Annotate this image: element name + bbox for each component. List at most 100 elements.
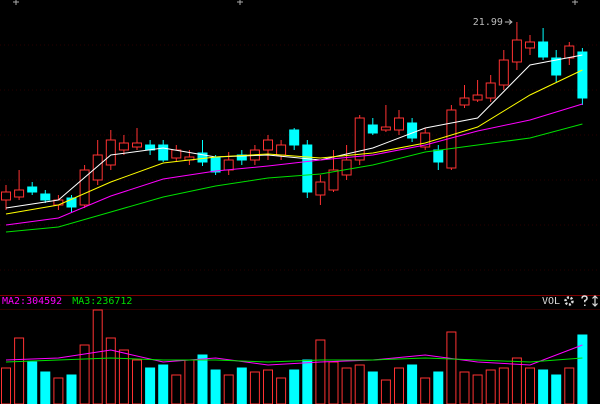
volume-bar	[197, 354, 208, 404]
gear-icon[interactable]	[564, 296, 574, 306]
volume-ma-line	[5, 357, 583, 363]
volume-bar	[27, 361, 38, 404]
candle-body	[210, 157, 221, 173]
volume-bar	[354, 364, 365, 404]
volume-bar	[210, 369, 221, 404]
volume-bar	[223, 374, 234, 404]
volume-bar	[577, 334, 588, 404]
candle-body	[525, 41, 535, 49]
gear	[564, 296, 574, 306]
candle-body	[577, 51, 588, 99]
volume-bar	[498, 367, 509, 404]
volume-bar	[249, 371, 260, 404]
resize-icon[interactable]	[592, 295, 598, 307]
volume-bar	[328, 361, 339, 404]
candle-body	[315, 181, 326, 196]
volume-bar	[302, 359, 313, 404]
volume-bar	[446, 331, 457, 404]
high-arrow	[504, 19, 513, 25]
high-label: 21.99	[473, 17, 503, 28]
volume-bar	[341, 367, 352, 404]
volume-bar	[407, 364, 418, 404]
candle-body	[498, 59, 509, 86]
vol-label: VOL	[542, 296, 560, 307]
ma-line	[5, 123, 583, 233]
volume-bar	[236, 367, 247, 404]
volume-bar	[171, 374, 182, 404]
candle-body	[433, 149, 444, 163]
volume-bar	[1, 367, 11, 404]
candle-body	[118, 142, 129, 151]
volume-bar	[79, 344, 90, 404]
volume-bar	[394, 367, 404, 404]
candle-body	[132, 142, 142, 148]
volume-bar	[315, 339, 326, 404]
volume-bar	[276, 377, 287, 404]
candle-body	[459, 97, 470, 106]
candle-body	[158, 144, 169, 161]
volume-bar	[380, 379, 391, 404]
volume-bar	[564, 367, 575, 404]
volume-bar	[263, 369, 273, 404]
volume-bar	[511, 357, 522, 404]
candle-body	[367, 124, 378, 134]
candle-body	[564, 45, 575, 59]
cross-mark	[13, 0, 578, 5]
candle-body	[511, 39, 522, 63]
candle-body	[105, 139, 116, 166]
candle-body	[472, 94, 483, 101]
volume-bar	[40, 371, 51, 404]
volume-bar	[459, 371, 470, 404]
volume-bars	[1, 309, 588, 404]
volume-bar	[433, 371, 444, 404]
gear-hole	[567, 299, 571, 303]
candle-body	[302, 144, 313, 193]
candle-body	[40, 193, 51, 201]
candle-body	[341, 159, 352, 176]
volume-bar	[538, 369, 549, 404]
candle-body	[263, 139, 273, 151]
candle-body	[66, 197, 77, 208]
ma-line	[5, 69, 583, 215]
volume-bar	[145, 367, 156, 404]
candle-body	[354, 117, 365, 161]
volume-bar	[158, 364, 169, 404]
candle-body	[328, 169, 339, 191]
candle-body	[407, 122, 418, 139]
legend-entry: MA3:236712	[72, 296, 132, 307]
candles	[1, 22, 588, 212]
candle-body	[27, 186, 38, 193]
ma-line	[5, 54, 583, 209]
ma-line	[5, 103, 583, 226]
volume-bar	[118, 349, 129, 404]
candle-body	[394, 117, 404, 131]
candle-body	[289, 129, 300, 146]
volume-bar	[92, 309, 103, 404]
volume-bar	[66, 374, 77, 404]
candle-body	[420, 132, 431, 148]
volume-bar	[105, 337, 116, 404]
candle-body	[92, 154, 103, 181]
candle-body	[485, 82, 496, 99]
volume-ma-line	[5, 344, 583, 366]
candle-body	[1, 191, 11, 201]
candle-body	[14, 189, 25, 198]
volume-bar	[184, 359, 195, 404]
corner-marks	[13, 0, 578, 5]
volume-bar	[132, 359, 142, 404]
volume-bar	[472, 374, 483, 404]
candle-body	[223, 159, 234, 171]
candle-body	[551, 57, 562, 76]
volume-bar	[53, 377, 64, 404]
toolbar: VOL	[542, 295, 598, 307]
candle-body	[79, 169, 90, 206]
volume-bar	[485, 369, 496, 404]
volume-bar	[420, 377, 431, 404]
candle-body	[380, 126, 391, 131]
help-icon[interactable]	[581, 295, 588, 306]
volume-bar	[289, 369, 300, 404]
candle-body	[276, 144, 287, 156]
